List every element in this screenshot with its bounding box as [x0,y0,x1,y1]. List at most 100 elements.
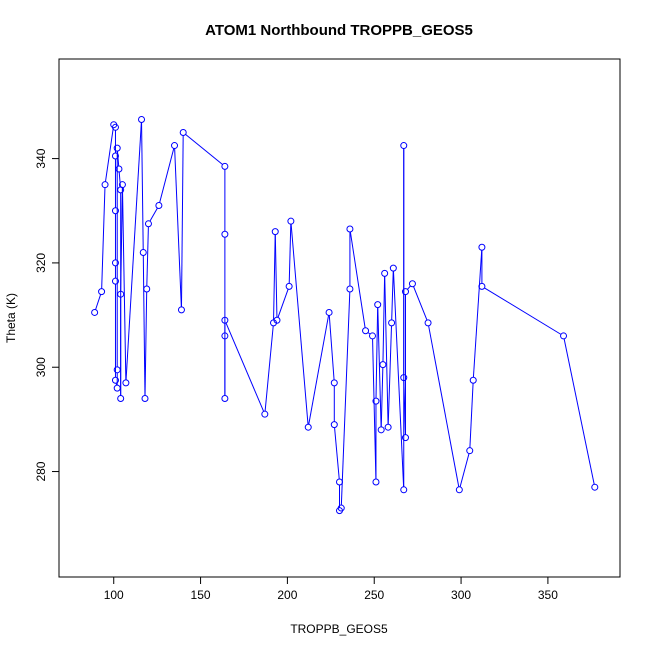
data-point [478,243,486,251]
series-segment [104,127,114,182]
data-point [141,395,149,403]
data-point [330,421,338,429]
series-segment [264,325,274,412]
series-segment [121,187,127,380]
data-point [374,301,382,309]
data-point [346,285,354,293]
series-segment [472,250,483,378]
y-axis: 280 300 320 340 [34,148,60,482]
series-segment [142,255,146,396]
data-point [379,361,387,369]
data-point [101,181,109,189]
series-segment [290,224,309,425]
series-segment [459,453,470,488]
data-point [179,129,187,137]
series-segment [391,271,394,320]
data-point [113,384,121,392]
data-point [113,144,121,152]
data-point [143,285,151,293]
data-point [113,366,121,374]
data-point [469,376,477,384]
series-segment [484,287,562,335]
data-point [221,395,229,403]
data-point [372,397,380,405]
data-point [285,282,293,290]
x-tick-label: 200 [277,588,297,602]
series-segment [349,231,366,328]
y-tick-label: 300 [34,357,48,377]
data-point [91,308,99,316]
x-tick-label: 100 [104,588,124,602]
data-point [111,152,119,160]
series-segment [273,234,276,320]
x-tick-label: 350 [538,588,558,602]
series-segment [372,338,377,479]
series-segment [392,271,405,487]
series-segment [180,135,184,307]
series-segment [384,276,389,425]
series-segment [101,187,106,289]
data-point [408,280,416,288]
series-segment [380,367,384,427]
data-point [122,379,130,387]
series-segment [340,291,351,506]
data-point [381,269,389,277]
series-segment [277,289,289,318]
series-segment [144,291,148,396]
data-point [221,162,229,170]
data-series [91,115,599,515]
data-point [111,376,119,384]
x-tick-label: 250 [364,588,384,602]
x-tick-label: 150 [191,588,211,602]
series-segment [413,286,428,321]
data-point [466,447,474,455]
series-segment [308,315,330,425]
data-point [171,142,179,150]
data-point [111,259,119,267]
data-point [377,426,385,434]
series-segment [95,294,102,310]
data-point [455,486,463,494]
data-point [138,115,146,123]
y-tick-label: 340 [34,148,48,168]
series-segment [159,148,175,203]
series-segment [382,276,386,362]
data-point [330,379,338,387]
data-point [115,165,123,173]
series-segment [125,122,142,380]
x-axis-label: TROPPB_GEOS5 [290,622,388,636]
data-point [388,319,396,327]
data-point [221,230,229,238]
data-point [400,486,408,494]
data-point [325,308,333,316]
series-segment [149,207,158,222]
y-tick-label: 280 [34,461,48,481]
data-point [111,277,119,285]
series-segment [334,427,340,480]
series-segment [328,315,335,380]
data-point [560,332,568,340]
data-point [287,217,295,225]
data-point [400,142,408,150]
x-tick-label: 300 [451,588,471,602]
data-point [400,374,408,382]
series-segment [225,322,265,412]
series-segment [375,307,379,399]
y-tick-label: 320 [34,253,48,273]
series-segment [174,148,182,307]
data-point [144,220,152,228]
data-point [337,504,345,512]
y-axis-label: Theta (K) [4,293,18,343]
data-point [401,434,409,442]
data-point [346,225,354,233]
data-point [221,316,229,324]
data-point [98,288,106,296]
series-segment [146,226,149,287]
data-point [261,410,269,418]
data-point [368,332,376,340]
data-point [271,228,279,236]
x-axis: 100 150 200 250 300 350 [104,576,558,602]
data-point [304,423,312,431]
data-point [111,207,119,215]
